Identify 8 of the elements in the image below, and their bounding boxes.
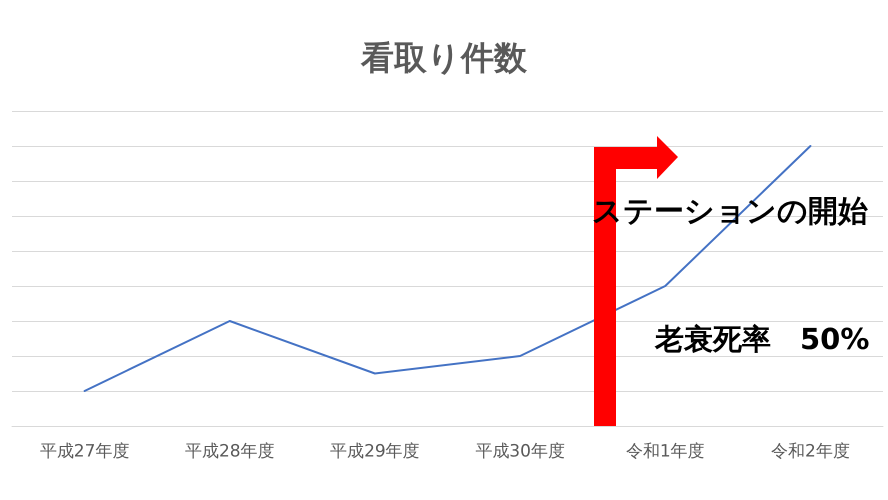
x-tick-label: 平成27年度 <box>40 442 130 462</box>
x-tick-label: 令和2年度 <box>771 442 850 462</box>
x-tick-label: 平成29年度 <box>330 442 420 462</box>
x-tick-label: 平成28年度 <box>184 442 275 462</box>
chart-title: 看取り件数 <box>360 38 528 77</box>
x-tick-label: 平成30年度 <box>475 442 565 462</box>
x-tick-label: 令和1年度 <box>626 442 705 462</box>
annotation: 老衰死率 50% <box>655 322 870 356</box>
